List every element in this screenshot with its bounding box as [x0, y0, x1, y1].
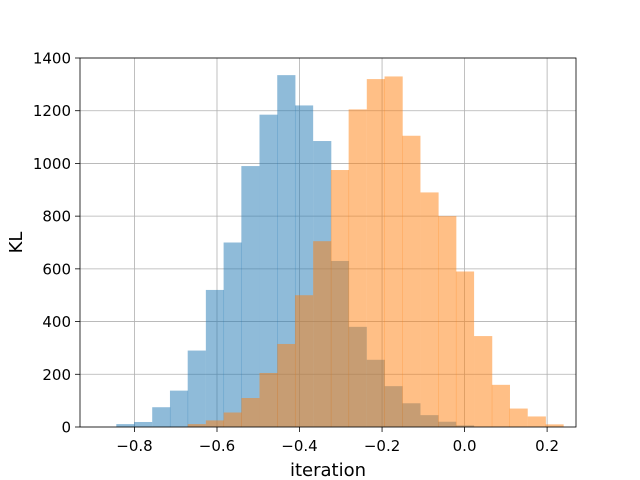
- histogram-bar-series-2: [277, 343, 296, 427]
- x-tick-label: −0.8: [116, 437, 152, 455]
- histogram-bar-series-2: [187, 424, 206, 427]
- histogram-bar-series-1: [152, 407, 171, 427]
- y-axis-label: KL: [6, 232, 27, 254]
- y-tick-label: 1200: [33, 102, 71, 120]
- histogram-bar-series-2: [294, 295, 314, 427]
- x-tick-label: 0.0: [453, 437, 477, 455]
- plot-frame: [79, 57, 577, 428]
- x-axis-label: iteration: [290, 460, 366, 480]
- histogram-bar-series-2: [313, 241, 332, 427]
- x-tick-label: −0.2: [364, 437, 400, 455]
- histogram-bar-series-2: [545, 424, 564, 427]
- histogram-bar-series-2: [384, 76, 403, 427]
- histogram-bar-series-1: [134, 421, 153, 427]
- histogram-bar-series-2: [438, 216, 457, 427]
- y-tick-label: 1000: [33, 155, 71, 173]
- histogram-bars: [116, 75, 564, 428]
- y-tick-label: 400: [42, 313, 71, 331]
- histogram-bar-series-1: [116, 424, 135, 427]
- histogram-bar-series-2: [474, 336, 493, 427]
- histogram-bar-series-1: [259, 114, 278, 428]
- histogram-bar-series-2: [366, 79, 385, 427]
- histogram-bar-series-1: [169, 390, 189, 427]
- histogram-bar-series-2: [330, 170, 350, 427]
- histogram-bar-series-1: [223, 242, 242, 427]
- histogram-bar-series-2: [241, 398, 260, 427]
- histogram-bar-series-1: [187, 350, 206, 427]
- histogram-bar-series-2: [527, 416, 546, 427]
- histogram-bar-series-2: [223, 412, 242, 427]
- histogram-bar-series-1: [205, 289, 225, 427]
- histogram-bar-series-2: [420, 192, 439, 427]
- histogram-bar-series-2: [455, 271, 475, 427]
- x-axis-ticks: −0.8 −0.6 −0.4 −0.2 0.0 0.2: [116, 427, 559, 455]
- y-axis-ticks: 0 200 400 600 800 1000 1200 1400: [33, 50, 80, 437]
- histogram-bar-series-2: [348, 109, 367, 428]
- histogram-bar-series-2: [402, 135, 421, 427]
- histogram-bar-series-2: [259, 372, 278, 427]
- y-tick-label: 0: [61, 419, 71, 437]
- x-tick-label: −0.6: [199, 437, 235, 455]
- y-tick-label: 200: [42, 366, 71, 384]
- y-tick-label: 600: [42, 260, 71, 278]
- histogram-bar-series-2: [509, 408, 528, 427]
- histogram-bar-series-2: [205, 420, 225, 427]
- histogram-bar-series-2: [491, 384, 510, 427]
- y-tick-label: 800: [42, 208, 71, 226]
- histogram-bar-series-1: [241, 166, 260, 428]
- y-tick-label: 1400: [33, 50, 71, 68]
- x-tick-label: −0.4: [281, 437, 317, 455]
- histogram-bar-series-1: [277, 75, 296, 427]
- x-tick-label: 0.2: [535, 437, 559, 455]
